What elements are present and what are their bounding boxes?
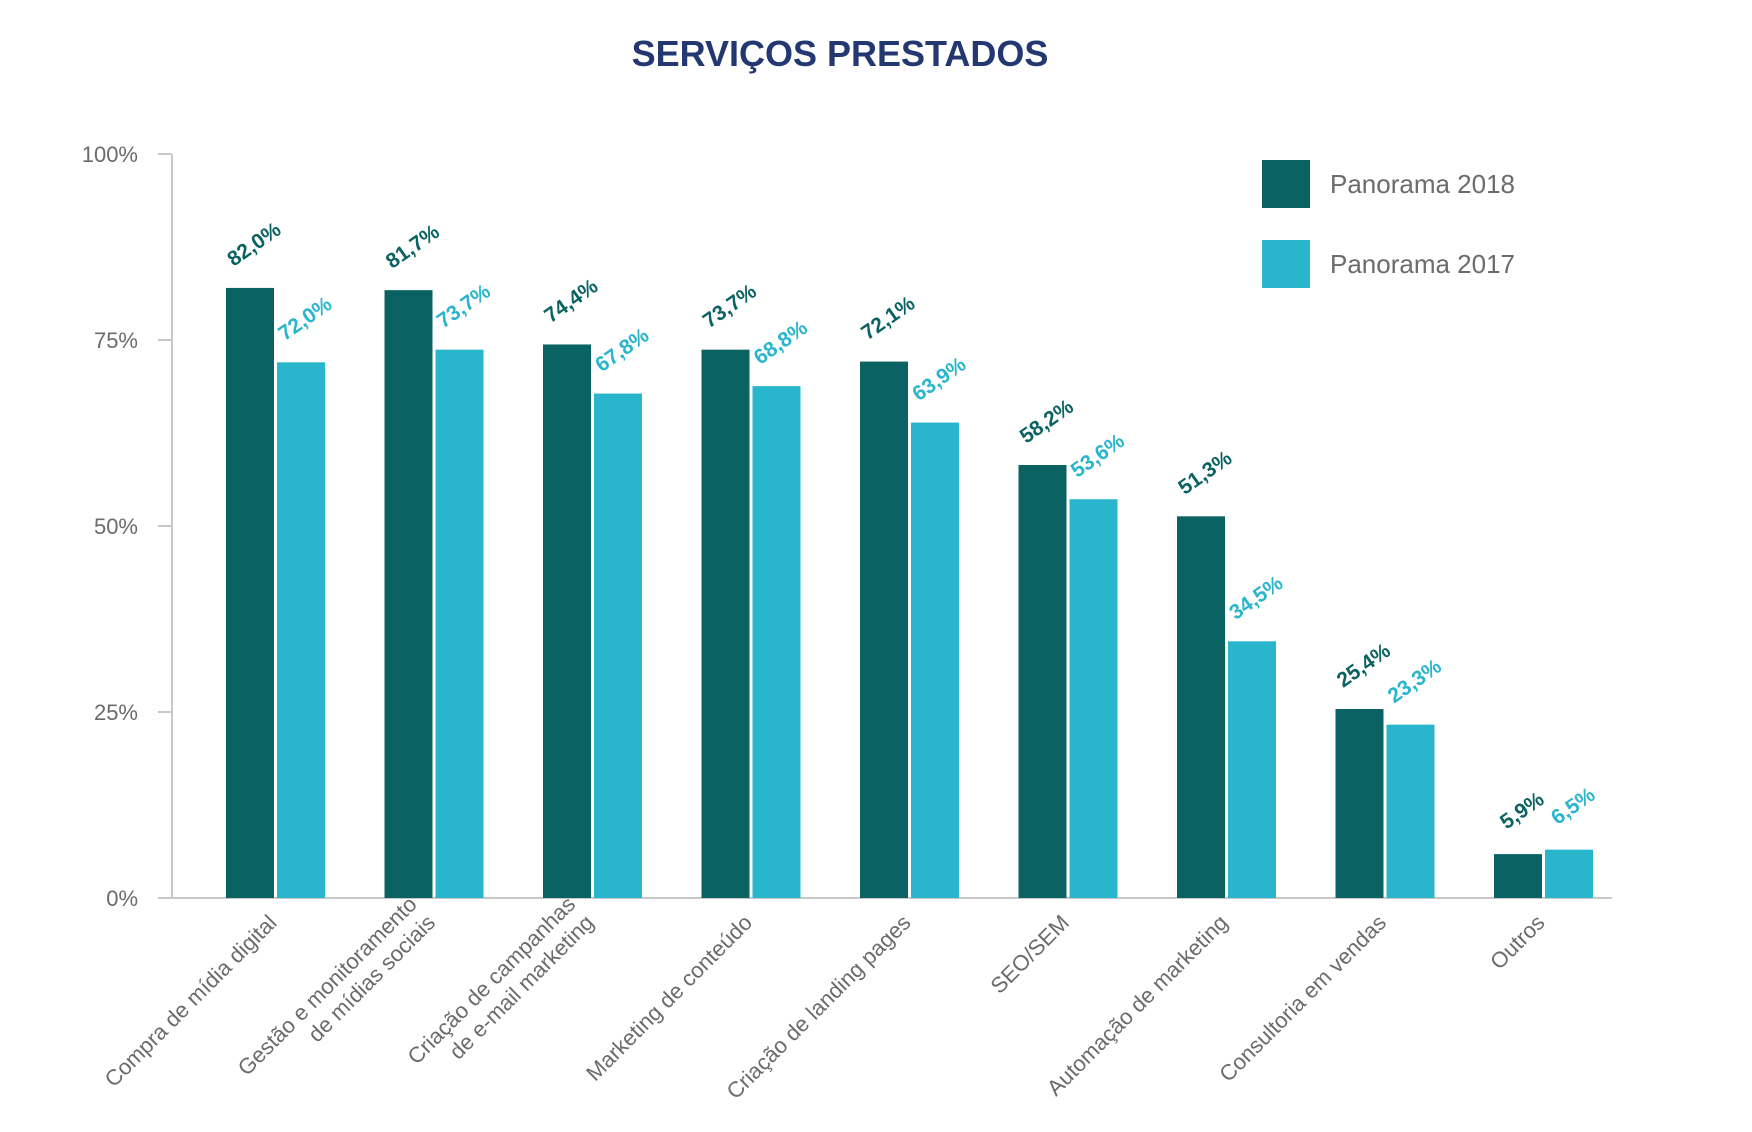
data-label: 23,3%: [1384, 655, 1446, 708]
x-tick-label-line: SEO/SEM: [985, 910, 1074, 999]
data-label: 5,9%: [1496, 787, 1549, 833]
data-label: 58,2%: [1016, 395, 1078, 448]
x-tick-label-line: Consultoria em vendas: [1214, 910, 1391, 1087]
legend-swatch: [1262, 240, 1310, 288]
y-tick-label: 25%: [94, 700, 138, 725]
x-tick-label: Marketing de conteúdo: [581, 910, 757, 1086]
data-label: 72,0%: [274, 292, 336, 345]
data-label: 82,0%: [223, 218, 285, 271]
y-tick-label: 75%: [94, 328, 138, 353]
bar: [1545, 849, 1593, 898]
data-label: 72,1%: [857, 292, 919, 345]
bar: [1018, 464, 1067, 898]
bar: [1335, 709, 1384, 898]
y-tick-label: 100%: [82, 142, 138, 167]
y-axis: 0% 25% 50% 75% 100%: [82, 142, 173, 911]
x-tick-label: Criação de landing pages: [721, 910, 915, 1104]
bar: [435, 349, 484, 898]
x-tick-label-line: Outros: [1485, 910, 1549, 974]
bar: [860, 361, 908, 898]
x-tick-label-line: Marketing de conteúdo: [581, 910, 757, 1086]
data-label: 73,7%: [433, 280, 495, 333]
bar: [752, 386, 801, 898]
x-tick-label: Consultoria em vendas: [1214, 910, 1391, 1087]
bar: [1386, 724, 1435, 898]
bar: [277, 362, 325, 898]
bar: [701, 349, 750, 898]
legend-swatch: [1262, 160, 1310, 208]
y-tick-label: 50%: [94, 514, 138, 539]
bar: [226, 287, 274, 898]
bar: [384, 290, 433, 899]
legend-label: Panorama 2018: [1330, 169, 1515, 199]
legend-label: Panorama 2017: [1330, 249, 1515, 279]
x-tick-label-line: Criação de landing pages: [721, 910, 915, 1104]
data-label: 81,7%: [382, 220, 444, 273]
data-label: 53,6%: [1067, 429, 1129, 482]
x-tick-label: Outros: [1485, 910, 1549, 974]
bar: [543, 344, 591, 898]
y-tick-label: 0%: [106, 886, 138, 911]
legend: Panorama 2018 Panorama 2017: [1262, 160, 1515, 288]
x-tick-label: Automação de marketing: [1042, 910, 1233, 1101]
bar: [1494, 854, 1542, 898]
x-tick-label-line: Automação de marketing: [1042, 910, 1233, 1101]
data-label: 34,5%: [1225, 571, 1287, 624]
bar: [1177, 516, 1225, 898]
data-label: 6,5%: [1547, 783, 1600, 829]
data-label: 68,8%: [750, 316, 812, 369]
data-label: 67,8%: [591, 324, 653, 377]
x-tick-label: SEO/SEM: [985, 910, 1074, 999]
data-label: 25,4%: [1333, 639, 1395, 692]
data-label: 51,3%: [1174, 446, 1236, 499]
bar: [1069, 499, 1118, 898]
bar: [911, 422, 959, 898]
data-label: 63,9%: [908, 353, 970, 406]
data-label: 73,7%: [699, 280, 761, 333]
data-label: 74,4%: [540, 274, 602, 327]
bar: [594, 393, 642, 898]
bars: [226, 287, 1593, 899]
bar: [1228, 641, 1276, 898]
chart-title: SERVIÇOS PRESTADOS: [632, 33, 1049, 74]
